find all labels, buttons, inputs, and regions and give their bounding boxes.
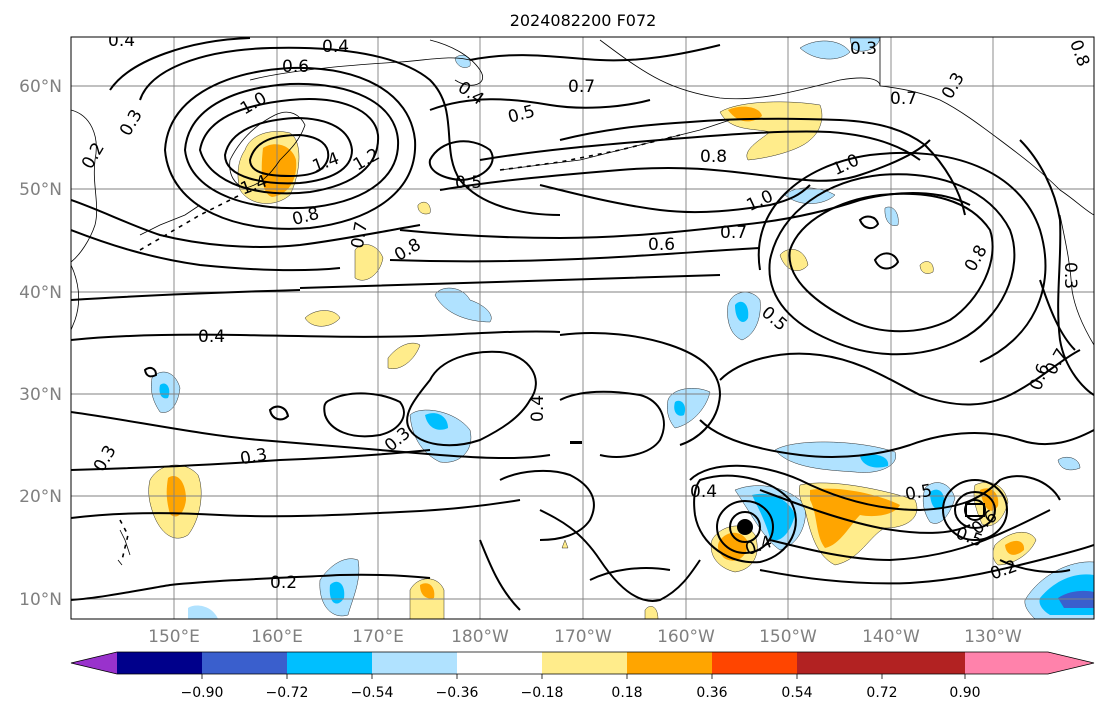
colorbar-tick-label: 0.18 [611, 685, 642, 701]
colorbar-tick-label: 0.36 [696, 685, 727, 701]
contour-label: 0.5 [455, 173, 482, 193]
colorbar-segment [627, 652, 712, 674]
colorbar-segment [1048, 652, 1094, 674]
contour-label: 0.5 [904, 481, 934, 505]
contour-label: 0.7 [348, 220, 372, 250]
marker-dash [570, 441, 582, 444]
colorbar-tick-label: 0.54 [781, 685, 812, 701]
colorbar-outline [70, 651, 1095, 675]
lon-label: 170°W [554, 627, 612, 647]
lon-label: 150°W [759, 627, 817, 647]
contour-label: 0.6 [282, 57, 309, 77]
colorbar-segment [542, 652, 627, 674]
contour-label: 0.4 [108, 31, 135, 51]
contour-label: 0.3 [850, 39, 877, 59]
map-area: 0.4 0.4 0.6 0.7 0.3 0.3 0.2 1.0 1.4 1.4 … [71, 31, 1094, 619]
colorbar-tick-label: −0.54 [351, 685, 394, 701]
longitude-labels: 150°E 160°E 170°E 180°W 170°W 160°W 150°… [148, 627, 1022, 647]
colorbar-tick-label: −0.90 [181, 685, 224, 701]
shaded-fields [148, 37, 1094, 619]
contour-label: 0.4 [198, 327, 225, 347]
lon-label: 140°W [862, 627, 920, 647]
contour-label: 0.2 [270, 573, 297, 593]
lon-label: 180°W [451, 627, 509, 647]
contour-label: 0.3 [1060, 262, 1080, 289]
colorbar: −0.90 −0.72 −0.54 −0.36 −0.18 0.18 0.36 … [70, 651, 1095, 701]
lat-label: 50°N [19, 180, 62, 200]
colorbar-tick-label: −0.72 [266, 685, 309, 701]
lon-label: 160°E [251, 627, 303, 647]
lat-label: 40°N [19, 283, 62, 303]
colorbar-segment [287, 652, 372, 674]
lat-label: 10°N [19, 590, 62, 610]
colorbar-segment [882, 652, 965, 674]
lat-label: 20°N [19, 487, 62, 507]
colorbar-segment [712, 652, 797, 674]
colorbar-tick-label: 0.72 [866, 685, 897, 701]
colorbar-segment [965, 652, 1048, 674]
colorbar-segment [372, 652, 457, 674]
colorbar-tick-label: −0.18 [521, 685, 564, 701]
contour-label: 0.8 [700, 147, 727, 167]
contour-label: 0.4 [690, 482, 717, 502]
colorbar-segment [71, 652, 117, 674]
contour-label: 0.7 [720, 223, 747, 243]
colorbar-segment [457, 652, 542, 674]
colorbar-tick-label: 0.90 [949, 685, 980, 701]
colorbar-segment [797, 652, 882, 674]
contour-label: 0.4 [528, 395, 548, 422]
latitude-labels: 60°N 50°N 40°N 30°N 20°N 10°N [19, 77, 62, 610]
contour-label: 0.4 [322, 37, 349, 57]
colorbar-segment [202, 652, 287, 674]
cyclone-center-marker [737, 519, 753, 535]
lon-label: 170°E [352, 627, 404, 647]
lat-label: 60°N [19, 77, 62, 97]
lon-label: 160°W [657, 627, 715, 647]
map-title: 2024082200 F072 [510, 11, 657, 30]
lon-label: 130°W [964, 627, 1022, 647]
dashed-lines [119, 134, 681, 561]
contour-label: 0.6 [648, 235, 675, 255]
map-frame [70, 36, 1095, 620]
contour-label: 0.7 [568, 77, 595, 97]
contour-label: 0.7 [890, 89, 917, 109]
colorbar-tick-label: −0.36 [436, 685, 479, 701]
colorbar-segment [117, 652, 202, 674]
contour-label: 0.3 [239, 445, 269, 469]
lon-label: 150°E [148, 627, 200, 647]
contour-lines [71, 37, 1094, 611]
lat-label: 30°N [19, 385, 62, 405]
